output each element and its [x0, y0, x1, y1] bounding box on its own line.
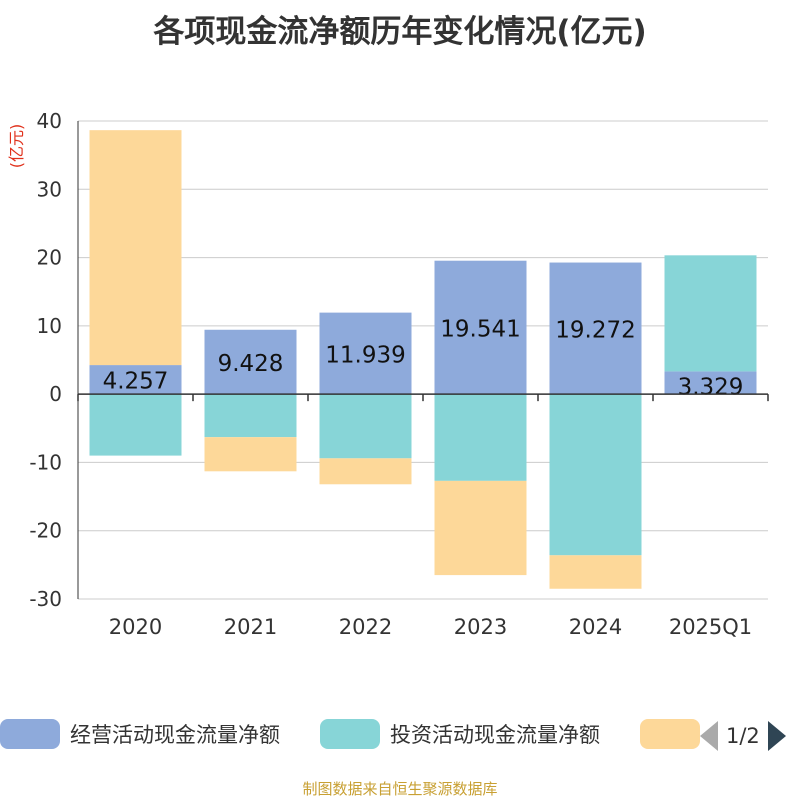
x-tick-label: 2024: [569, 615, 622, 639]
bar-s2-2020: [89, 130, 182, 366]
bar-s2-2022: [319, 458, 412, 485]
y-tick-label: 40: [37, 109, 62, 133]
x-tick-label: 2021: [224, 615, 277, 639]
data-label: 3.329: [678, 374, 744, 400]
bar-s0-2025Q1: [664, 371, 757, 395]
y-tick-label: -30: [29, 587, 62, 611]
legend-prev-page-icon[interactable]: [700, 721, 718, 751]
data-label: 9.428: [218, 351, 284, 377]
legend-label-investing: 投资活动现金流量净额: [390, 723, 600, 747]
x-tick-label: 2022: [339, 615, 392, 639]
y-tick-label: 0: [49, 382, 62, 406]
legend-swatch-financing: [640, 719, 700, 749]
bar-s0-2023: [434, 260, 527, 395]
legend-item-investing[interactable]: 投资活动现金流量净额: [320, 716, 600, 752]
bar-s1-2021: [204, 394, 297, 438]
y-tick-label: -10: [29, 450, 62, 474]
x-tick-label: 2020: [109, 615, 162, 639]
data-label: 4.257: [103, 369, 169, 395]
bar-s1-2024: [549, 394, 642, 556]
bar-s0-2024: [549, 262, 642, 395]
data-label: 11.939: [325, 342, 405, 368]
bar-s0-2022: [319, 312, 412, 395]
data-label: 19.541: [440, 316, 520, 342]
legend-item-operating[interactable]: 经营活动现金流量净额: [0, 716, 280, 752]
legend-pager: 1/2: [700, 718, 786, 754]
chart-title: 各项现金流净额历年变化情况(亿元): [153, 14, 647, 50]
y-axis-label: (亿元): [7, 124, 26, 169]
bar-s2-2024: [549, 555, 642, 589]
data-label: 19.272: [555, 317, 635, 343]
legend-label-operating: 经营活动现金流量净额: [70, 723, 280, 747]
bar-s0-2020: [89, 365, 182, 395]
legend-item-financing[interactable]: [640, 716, 700, 752]
y-tick-label: 10: [37, 314, 62, 338]
y-tick-label: 30: [37, 177, 62, 201]
bar-s1-2023: [434, 394, 527, 481]
source-note: 制图数据来自恒生聚源数据库: [302, 780, 498, 798]
bar-s2-2021: [204, 437, 297, 472]
legend-swatch-investing: [320, 719, 380, 749]
bar-s0-2021: [204, 329, 297, 395]
legend-page-indicator: 1/2: [726, 724, 760, 748]
y-tick-label: -20: [29, 519, 62, 543]
x-tick-label: 2023: [454, 615, 507, 639]
y-tick-label: 20: [37, 246, 62, 270]
legend-swatch-operating: [0, 719, 60, 749]
bar-s1-2020: [89, 394, 182, 456]
bar-s2-2023: [434, 480, 527, 576]
legend-next-page-icon[interactable]: [767, 721, 786, 751]
bar-s1-2022: [319, 394, 412, 459]
legend: 经营活动现金流量净额 投资活动现金流量净额 1/2: [0, 716, 800, 756]
bar-s1-2025Q1: [664, 255, 757, 372]
x-tick-label: 2025Q1: [669, 615, 752, 639]
